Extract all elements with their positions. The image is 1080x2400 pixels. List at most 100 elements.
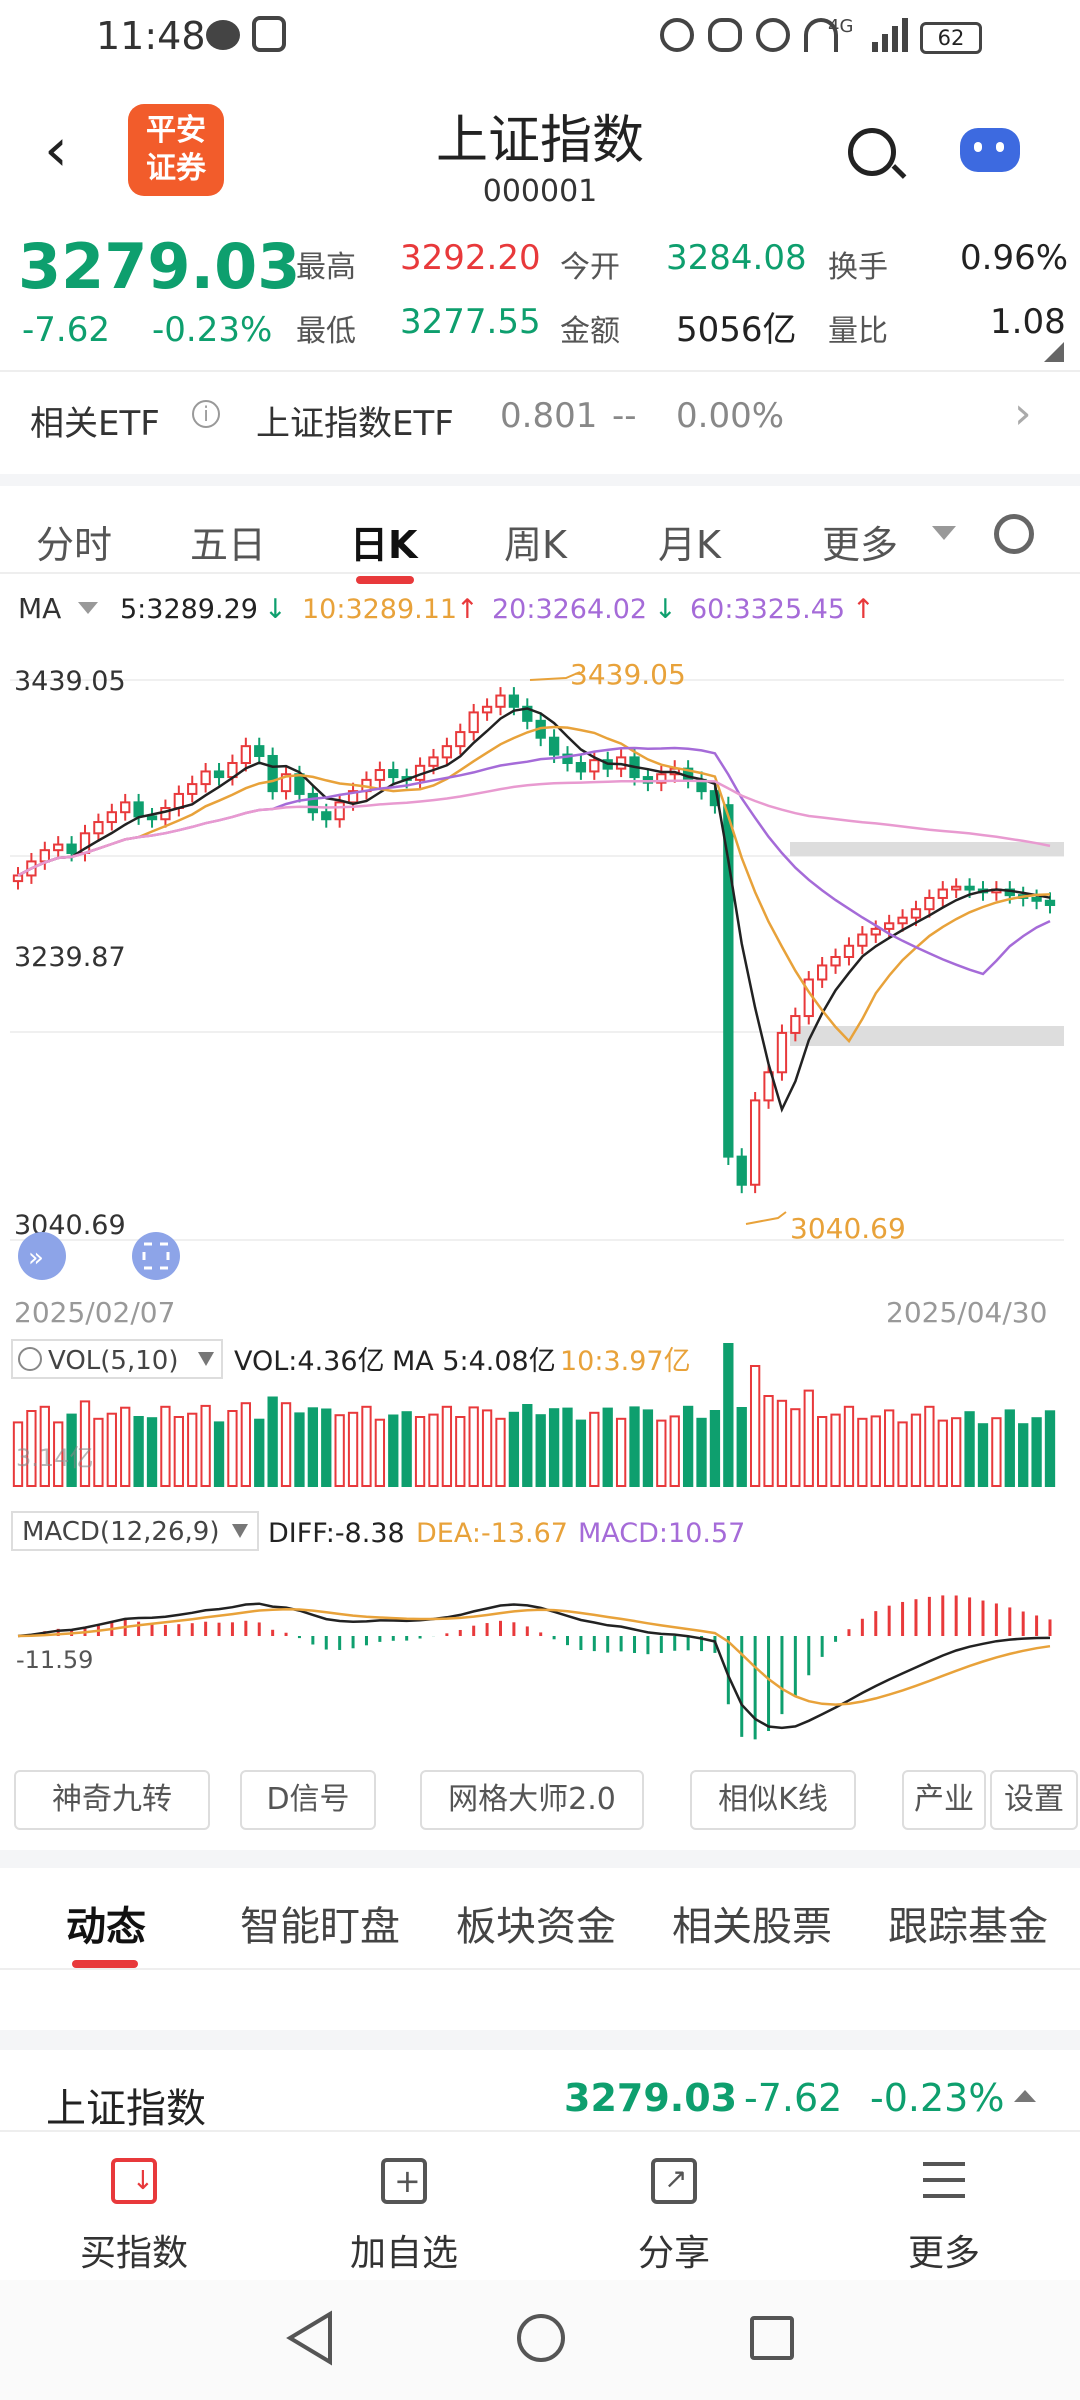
fullscreen-icon[interactable] [132,1232,180,1280]
candle [910,908,922,919]
ma5-legend: 5:3289.29 [120,594,258,625]
low-mark-leader [745,1211,787,1225]
status-bar: 11:48 4G 62 [0,0,1080,80]
candle [388,769,399,779]
close-circle-icon[interactable] [18,1347,42,1371]
volume-bar [964,1411,975,1488]
volume-bar [857,1417,868,1487]
high-value: 3292.20 [400,238,541,278]
volume-bar [763,1395,774,1487]
ma60-arrow: ↑ [852,594,875,625]
summary-price: 3279.03 [564,2076,738,2120]
candle [736,1155,747,1186]
candle [66,843,77,854]
macd-value: MACD:10.57 [578,1518,745,1549]
expand-left-icon[interactable] [18,1232,66,1280]
tab-related-stocks[interactable]: 相关股票 [672,1904,832,1950]
volume-bar [254,1418,265,1488]
nav-recents-icon[interactable] [746,2310,798,2366]
tab-monthly-k[interactable]: 月K [658,523,721,567]
tool-magic-nine[interactable]: 神奇九转 [14,1770,210,1830]
related-etf-row[interactable]: 相关ETF i 上证指数ETF 0.801 -- 0.00% › [0,370,1080,460]
volume-bar [522,1404,533,1487]
summary-bar[interactable]: 上证指数 3279.03 -7.62 -0.23% [0,2030,1080,2132]
buy-index-button[interactable]: ↓ 买指数 [54,2158,214,2276]
volume-ma10: 10:3.97亿 [560,1346,691,1377]
back-icon[interactable]: ‹ [44,115,68,185]
tab-five-day[interactable]: 五日 [190,523,267,567]
candle [884,922,895,930]
volume-bar [1004,1409,1015,1488]
macd-dea-line [17,1608,1051,1706]
dropdown-icon[interactable] [932,526,956,540]
candle [1031,896,1042,902]
volume-bar [12,1421,24,1488]
tab-news[interactable]: 动态 [66,1904,146,1950]
price-axis-top: 3439.05 [14,666,126,697]
tool-d-signal[interactable]: D信号 [240,1770,376,1830]
gear-icon[interactable] [994,514,1034,554]
volume-bar [749,1365,761,1487]
candle [133,801,144,818]
volume-bar [495,1417,506,1487]
ma60-legend: 60:3325.45 [690,594,845,625]
volume-bar [1044,1410,1056,1487]
volume-bar [26,1410,37,1487]
volume-dropdown-icon[interactable] [198,1352,214,1366]
add-watchlist-button[interactable]: + 加自选 [324,2158,484,2276]
share-button[interactable]: ↗ 分享 [594,2158,754,2276]
candle [468,711,479,734]
nav-back-icon[interactable] [284,2310,336,2366]
alarm-icon [756,18,790,52]
info-icon[interactable]: i [192,400,220,428]
tab-more[interactable]: 更多 [822,523,899,567]
ma20-line [17,746,1051,976]
kline-chart[interactable]: MA 5:3289.29 ↓ 10:3289.11 ↑ 20:3264.02 ↓… [0,576,1080,1766]
tab-smart-watch[interactable]: 智能盯盘 [240,1904,400,1950]
high-mark-label: 3439.05 [570,658,686,691]
date-end: 2025/04/30 [886,1296,1047,1329]
assistant-robot-icon[interactable] [960,128,1020,172]
candle [254,745,265,757]
nav-home-icon[interactable] [514,2310,568,2366]
volume-bar [39,1405,50,1487]
support-band [790,1026,1064,1046]
amount-label: 金额 [560,314,620,349]
volume-indicator-select[interactable] [11,1339,223,1379]
tab-daily-k[interactable]: 日K [350,523,418,567]
price-axis-mid: 3239.87 [14,942,126,973]
candle [120,801,131,814]
volume-bar [951,1417,962,1488]
search-icon[interactable] [848,128,896,176]
volume-bar [884,1409,895,1488]
battery-icon: 62 [920,22,982,54]
tool-similar-kline[interactable]: 相似K线 [690,1770,856,1830]
macd-indicator-select[interactable] [11,1511,259,1551]
volume-bar [803,1389,814,1487]
volume-label: VOL(5,10) [48,1346,178,1376]
page-header: ‹ 平安 证券 上证指数 000001 [0,80,1080,220]
chevron-right-icon[interactable]: › [1014,388,1032,439]
tool-settings[interactable]: 设置 [990,1770,1078,1830]
ma-dropdown-icon[interactable] [78,602,98,614]
tool-grid-master[interactable]: 网格大师2.0 [420,1770,644,1830]
volume-bar [991,1417,1002,1488]
volume-bar [294,1412,305,1488]
tab-underline [356,576,414,584]
volume-bar [870,1415,881,1488]
tool-industry[interactable]: 产业 [902,1770,986,1830]
price-grid [10,679,1064,1241]
volume-ratio-value: 1.08 [990,302,1066,342]
macd-label: MACD(12,26,9) [22,1517,219,1547]
macd-histogram [17,1595,1052,1740]
candlesticks [12,687,1056,1194]
expand-corner-icon[interactable] [1044,342,1064,362]
tab-intraday[interactable]: 分时 [36,523,113,567]
more-button[interactable]: 更多 [864,2158,1024,2276]
collapse-up-icon[interactable] [1014,2090,1036,2102]
volume-bar [910,1413,922,1487]
tab-weekly-k[interactable]: 周K [504,523,567,567]
macd-dropdown-icon[interactable] [232,1524,248,1538]
tab-tracking-funds[interactable]: 跟踪基金 [888,1904,1048,1950]
tab-sector-funds[interactable]: 板块资金 [456,1904,616,1950]
